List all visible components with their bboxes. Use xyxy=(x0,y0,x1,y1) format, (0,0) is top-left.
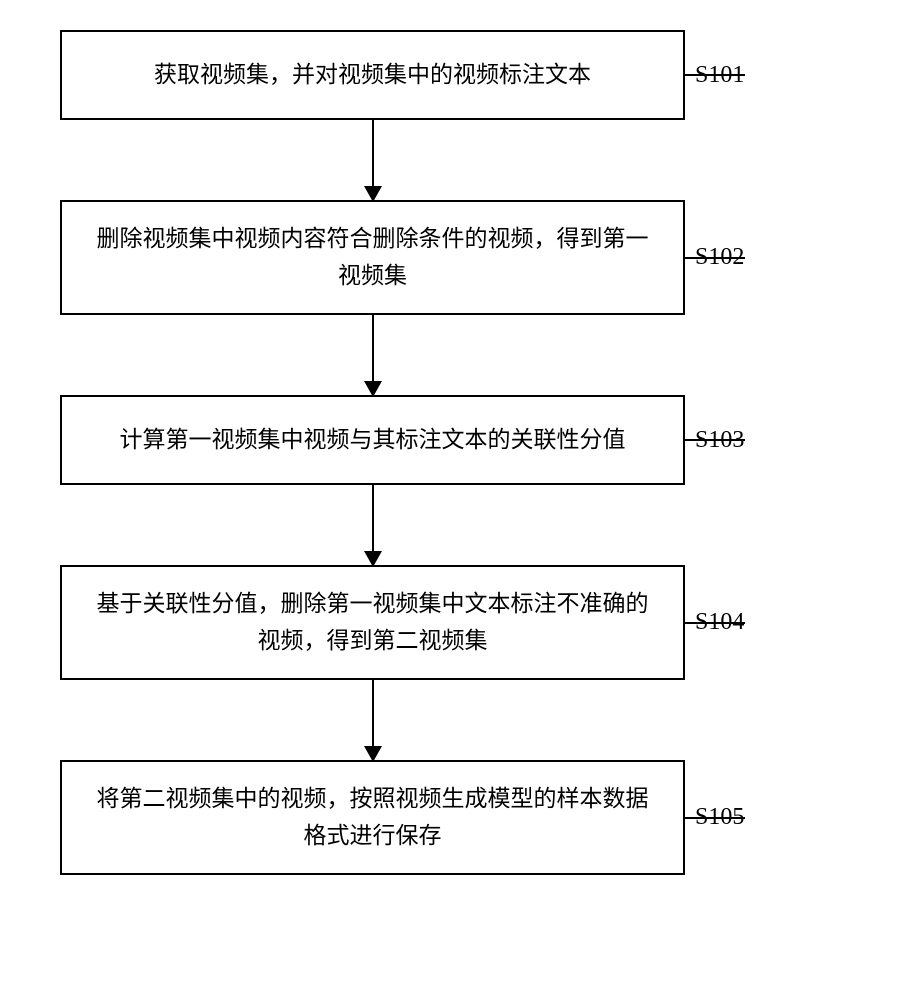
step-text-s102: 删除视频集中视频内容符合删除条件的视频，得到第一视频集 xyxy=(92,221,653,295)
step-label-s104: S104 xyxy=(695,609,744,636)
step-row-s103: 计算第一视频集中视频与其标注文本的关联性分值 S103 xyxy=(60,395,840,485)
step-box-s101: 获取视频集，并对视频集中的视频标注文本 xyxy=(60,30,685,120)
step-row-s102: 删除视频集中视频内容符合删除条件的视频，得到第一视频集 S102 xyxy=(60,200,840,315)
step-label-s105: S105 xyxy=(695,804,744,831)
step-row-s105: 将第二视频集中的视频，按照视频生成模型的样本数据格式进行保存 S105 xyxy=(60,760,840,875)
flowchart-container: 获取视频集，并对视频集中的视频标注文本 S101 删除视频集中视频内容符合删除条… xyxy=(60,30,840,875)
step-row-s104: 基于关联性分值，删除第一视频集中文本标注不准确的视频，得到第二视频集 S104 xyxy=(60,565,840,680)
arrow-container-1 xyxy=(60,120,685,200)
step-box-s103: 计算第一视频集中视频与其标注文本的关联性分值 xyxy=(60,395,685,485)
arrow-icon xyxy=(372,120,374,200)
step-label-s102: S102 xyxy=(695,244,744,271)
arrow-container-2 xyxy=(60,315,685,395)
arrow-icon xyxy=(372,680,374,760)
step-label-s101: S101 xyxy=(695,62,744,89)
arrow-icon xyxy=(372,485,374,565)
step-row-s101: 获取视频集，并对视频集中的视频标注文本 S101 xyxy=(60,30,840,120)
step-box-s102: 删除视频集中视频内容符合删除条件的视频，得到第一视频集 xyxy=(60,200,685,315)
step-box-s105: 将第二视频集中的视频，按照视频生成模型的样本数据格式进行保存 xyxy=(60,760,685,875)
step-label-s103: S103 xyxy=(695,427,744,454)
step-text-s103: 计算第一视频集中视频与其标注文本的关联性分值 xyxy=(120,422,626,459)
arrow-icon xyxy=(372,315,374,395)
step-text-s101: 获取视频集，并对视频集中的视频标注文本 xyxy=(154,57,591,94)
step-box-s104: 基于关联性分值，删除第一视频集中文本标注不准确的视频，得到第二视频集 xyxy=(60,565,685,680)
arrow-container-4 xyxy=(60,680,685,760)
step-text-s105: 将第二视频集中的视频，按照视频生成模型的样本数据格式进行保存 xyxy=(92,781,653,855)
arrow-container-3 xyxy=(60,485,685,565)
step-text-s104: 基于关联性分值，删除第一视频集中文本标注不准确的视频，得到第二视频集 xyxy=(92,586,653,660)
